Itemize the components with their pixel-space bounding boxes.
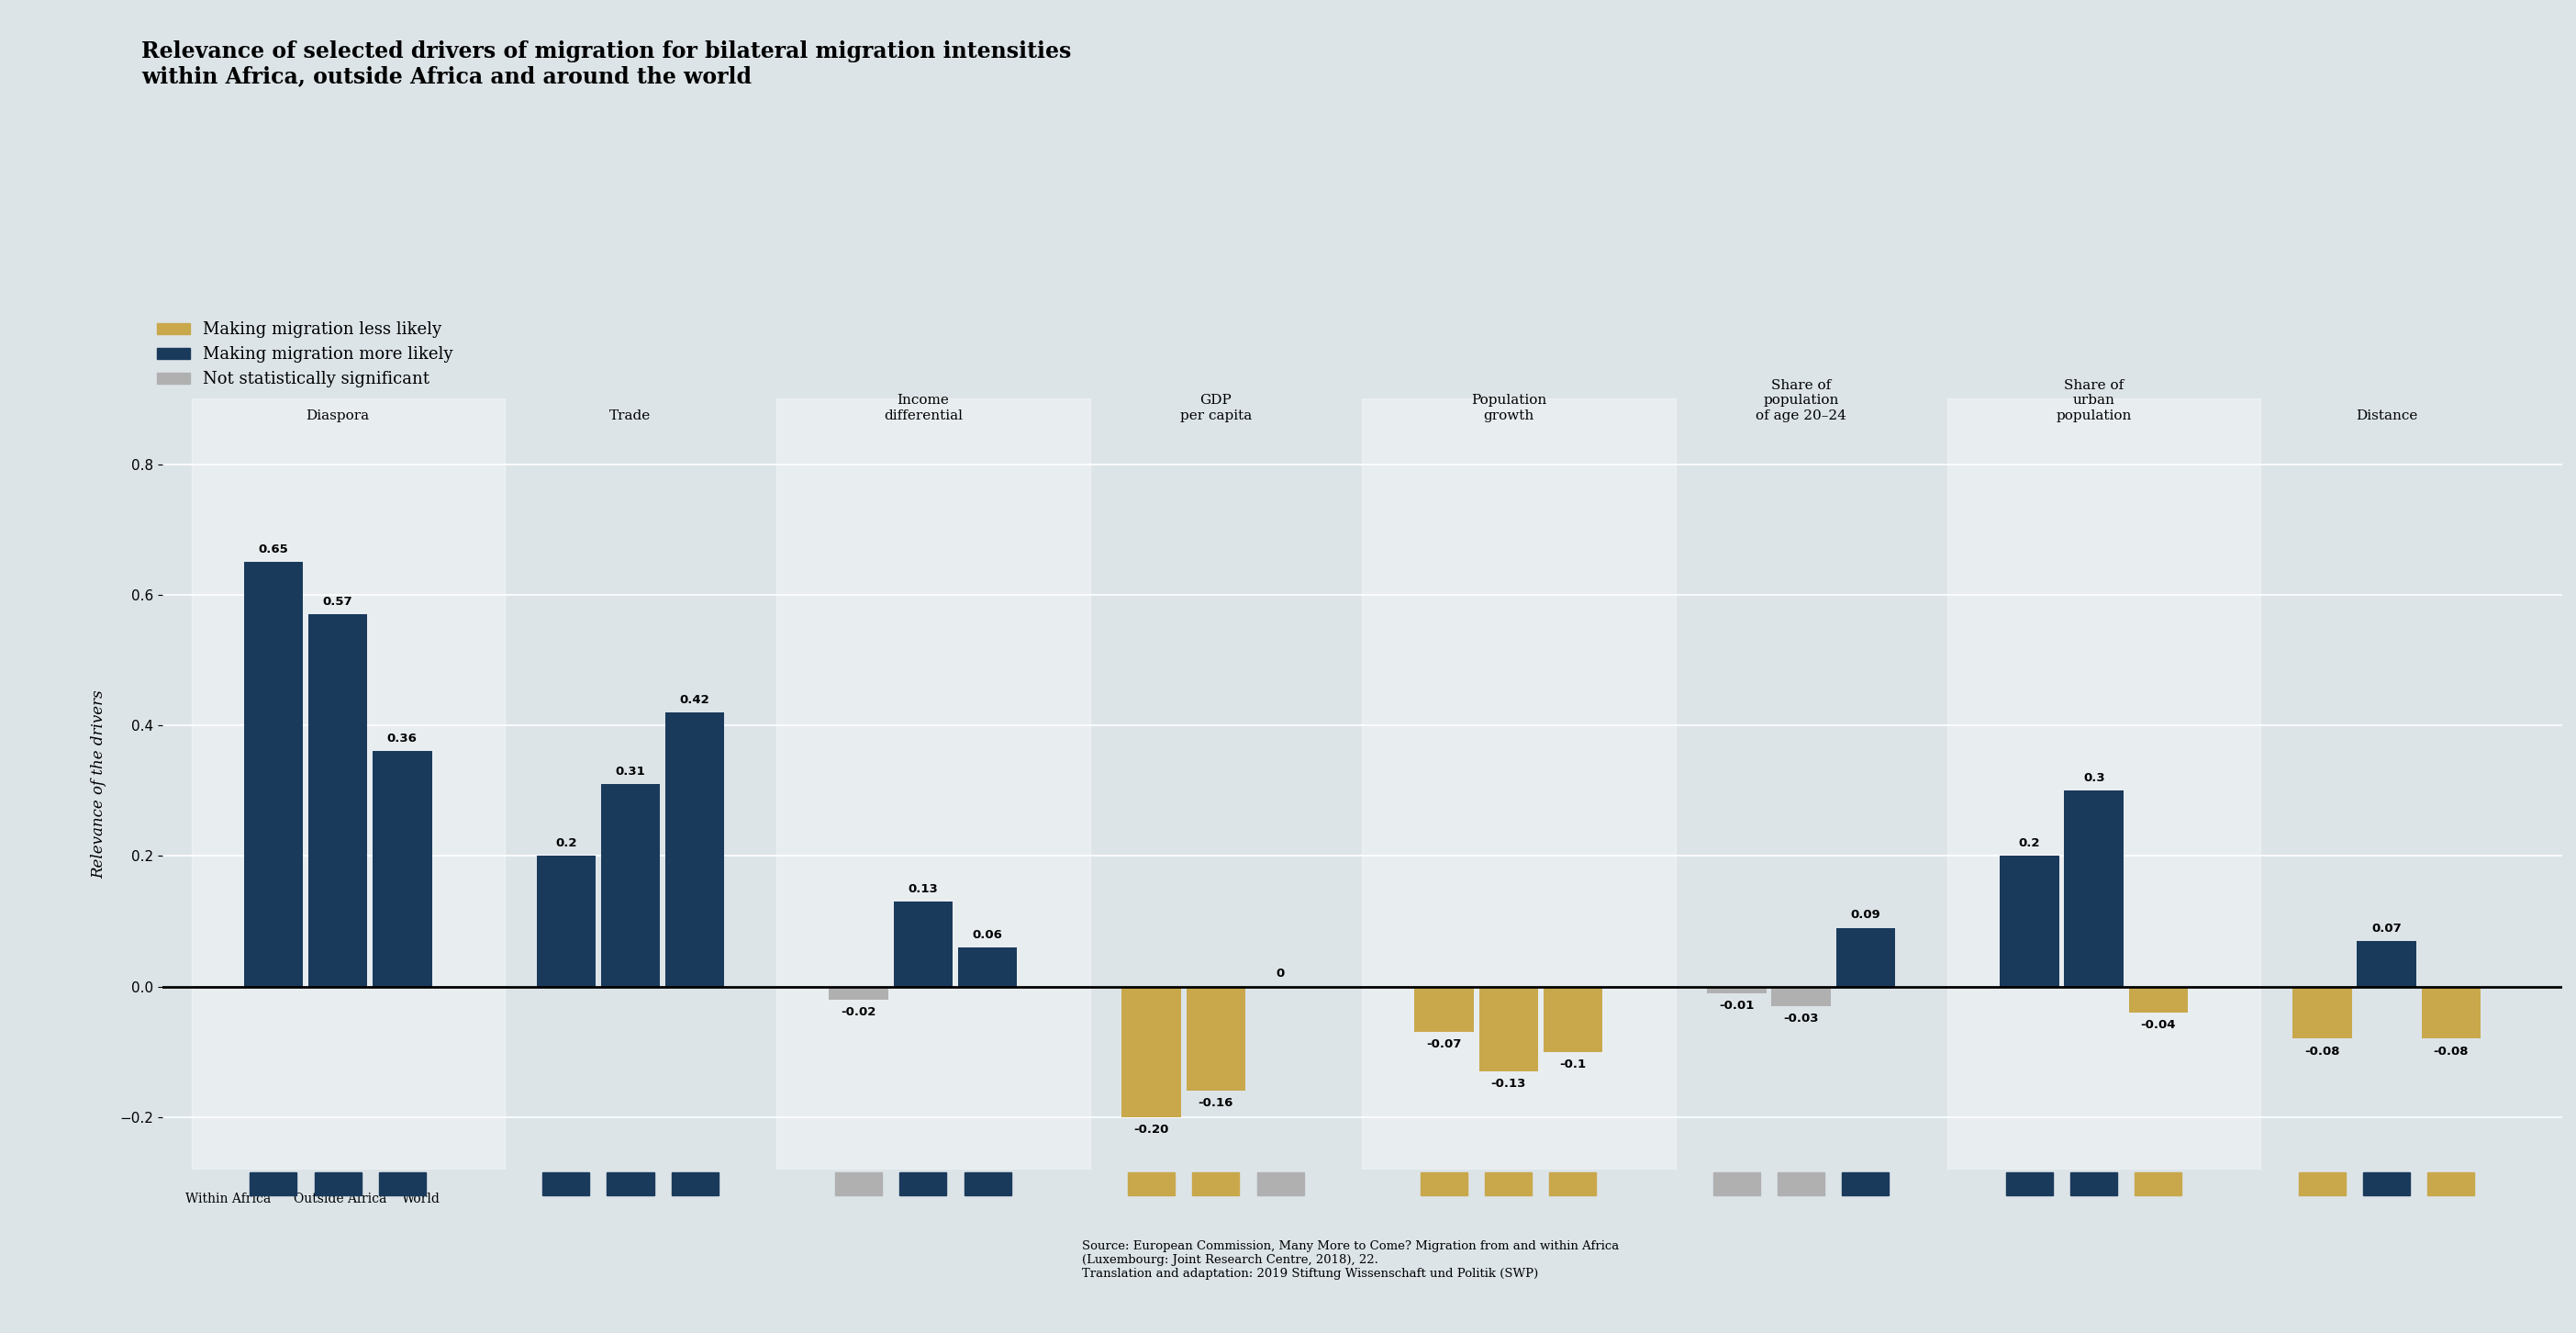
Bar <box>2071 1173 2117 1196</box>
Bar <box>379 1173 425 1196</box>
Bar <box>2421 986 2481 1038</box>
Bar <box>2007 1173 2053 1196</box>
Text: 0.07: 0.07 <box>2372 922 2401 934</box>
Bar <box>2063 790 2123 986</box>
Bar <box>1777 1173 1824 1196</box>
Bar <box>958 948 1018 986</box>
Bar <box>829 986 889 1000</box>
Bar <box>1121 986 1180 1117</box>
Bar <box>2293 986 2352 1038</box>
Text: -0.08: -0.08 <box>2434 1045 2468 1057</box>
Bar <box>309 615 368 986</box>
Bar <box>2298 1173 2347 1196</box>
Text: -0.20: -0.20 <box>1133 1124 1170 1136</box>
Text: 0.36: 0.36 <box>386 733 417 745</box>
Text: Diaspora: Diaspora <box>307 409 368 423</box>
Bar <box>1185 986 1244 1090</box>
Bar <box>1772 986 1832 1006</box>
Bar <box>2427 1173 2476 1196</box>
Bar <box>600 784 659 986</box>
Text: Population
growth: Population growth <box>1471 395 1546 423</box>
Bar <box>314 1173 361 1196</box>
Text: -0.13: -0.13 <box>1492 1078 1525 1090</box>
Bar <box>1193 1173 1239 1196</box>
Bar <box>250 1173 296 1196</box>
Text: -0.07: -0.07 <box>1427 1038 1461 1050</box>
Text: 0.3: 0.3 <box>2084 772 2105 784</box>
Bar <box>1543 986 1602 1052</box>
Text: 0.2: 0.2 <box>2020 837 2040 849</box>
Text: -0.04: -0.04 <box>2141 1020 2177 1030</box>
Text: 0: 0 <box>1275 968 1285 980</box>
Text: 0.31: 0.31 <box>616 765 647 777</box>
Bar <box>665 712 724 986</box>
Text: Outside Africa: Outside Africa <box>294 1192 386 1205</box>
Legend: Making migration less likely, Making migration more likely, Not statistically si: Making migration less likely, Making mig… <box>149 315 459 395</box>
Bar <box>778 399 1090 1169</box>
Y-axis label: Relevance of the drivers: Relevance of the drivers <box>90 689 106 878</box>
Bar <box>1422 1173 1468 1196</box>
Bar <box>544 1173 590 1196</box>
Bar <box>2357 941 2416 986</box>
Bar <box>672 1173 719 1196</box>
Text: 0.2: 0.2 <box>556 837 577 849</box>
Text: Within Africa: Within Africa <box>185 1192 270 1205</box>
Text: -0.1: -0.1 <box>1558 1058 1587 1070</box>
Text: Share of
urban
population: Share of urban population <box>2056 380 2133 423</box>
Bar <box>1713 1173 1759 1196</box>
Text: 0.09: 0.09 <box>1850 909 1880 921</box>
Bar <box>1551 1173 1597 1196</box>
Text: Distance: Distance <box>2354 409 2416 423</box>
Bar <box>245 563 304 986</box>
Bar <box>1414 986 1473 1032</box>
Text: Source: European Commission, Many More to Come? Migration from and within Africa: Source: European Commission, Many More t… <box>1082 1240 1618 1280</box>
Bar <box>963 1173 1010 1196</box>
Text: World: World <box>402 1192 440 1205</box>
Bar <box>2362 1173 2411 1196</box>
Bar <box>1486 1173 1533 1196</box>
Text: Trade: Trade <box>611 409 652 423</box>
Bar <box>1842 1173 1888 1196</box>
Text: 0.57: 0.57 <box>322 596 353 608</box>
Text: -0.01: -0.01 <box>1718 1000 1754 1012</box>
Bar <box>2128 986 2187 1013</box>
Text: -0.03: -0.03 <box>1783 1013 1819 1025</box>
Bar <box>1708 986 1767 993</box>
Bar <box>374 752 433 986</box>
Text: -0.02: -0.02 <box>842 1006 876 1018</box>
Bar <box>1999 856 2058 986</box>
Bar <box>1837 928 1896 986</box>
Bar <box>1257 1173 1303 1196</box>
Text: -0.08: -0.08 <box>2306 1045 2339 1057</box>
Bar <box>536 856 595 986</box>
Bar <box>1363 399 1674 1169</box>
Text: 0.13: 0.13 <box>909 884 938 894</box>
Text: -0.16: -0.16 <box>1198 1097 1234 1109</box>
Text: Relevance of selected drivers of migration for bilateral migration intensities
w: Relevance of selected drivers of migrati… <box>142 40 1072 88</box>
Bar <box>835 1173 881 1196</box>
Bar <box>2136 1173 2182 1196</box>
Text: 0.06: 0.06 <box>974 929 1002 941</box>
Text: 0.42: 0.42 <box>680 693 711 705</box>
Bar <box>1128 1173 1175 1196</box>
Bar <box>894 901 953 986</box>
Bar <box>1479 986 1538 1072</box>
Text: 0.65: 0.65 <box>258 544 289 556</box>
Text: Income
differential: Income differential <box>884 395 963 423</box>
Bar <box>899 1173 945 1196</box>
Text: Share of
population
of age 20–24: Share of population of age 20–24 <box>1757 380 1847 423</box>
Bar <box>191 399 505 1169</box>
Bar <box>608 1173 654 1196</box>
Text: GDP
per capita: GDP per capita <box>1180 395 1252 423</box>
Bar <box>1947 399 2262 1169</box>
